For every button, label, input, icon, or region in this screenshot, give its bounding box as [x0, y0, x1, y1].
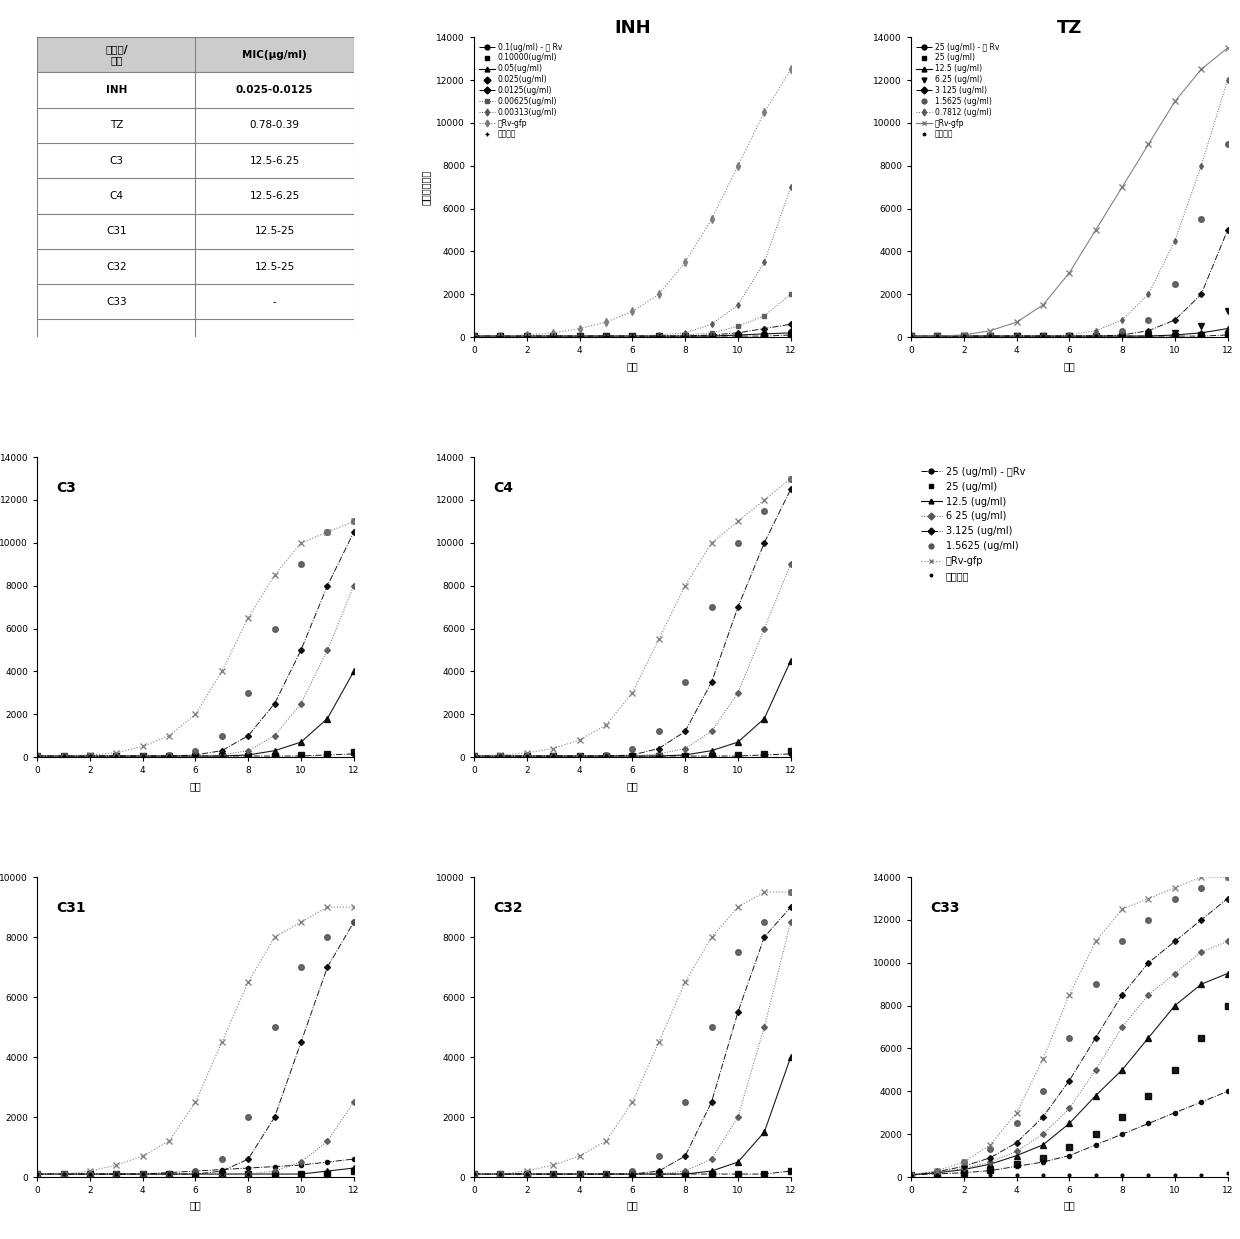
Text: 0.78-0.39: 0.78-0.39	[249, 120, 300, 130]
Y-axis label: 相对荧光单位: 相对荧光单位	[420, 170, 430, 204]
X-axis label: 天数: 天数	[190, 781, 201, 790]
Title: INH: INH	[614, 19, 651, 37]
X-axis label: 天数: 天数	[190, 1201, 201, 1211]
Text: 12.5-25: 12.5-25	[254, 261, 295, 271]
Text: TZ: TZ	[109, 120, 123, 130]
X-axis label: 天数: 天数	[626, 361, 639, 370]
Text: 12.5-25: 12.5-25	[254, 227, 295, 237]
Text: 化合物/
药物: 化合物/ 药物	[105, 45, 128, 66]
Text: 12.5-6.25: 12.5-6.25	[249, 191, 300, 201]
Text: -: -	[273, 297, 277, 307]
Text: C31: C31	[107, 227, 126, 237]
X-axis label: 天数: 天数	[1064, 361, 1075, 370]
X-axis label: 天数: 天数	[1064, 1201, 1075, 1211]
Text: C32: C32	[494, 901, 523, 916]
X-axis label: 天数: 天数	[626, 1201, 639, 1211]
Text: INH: INH	[105, 85, 126, 95]
Text: MIC(μg/ml): MIC(μg/ml)	[242, 50, 308, 59]
Text: 12.5-6.25: 12.5-6.25	[249, 156, 300, 166]
Legend: 25 (ug/ml) - 无 Rv, 25 (ug/ml), 12.5 (ug/ml), 6.25 (ug/ml), 3 125 (ug/ml), 1.5625: 25 (ug/ml) - 无 Rv, 25 (ug/ml), 12.5 (ug/…	[915, 41, 1001, 140]
Title: TZ: TZ	[1056, 19, 1083, 37]
X-axis label: 天数: 天数	[626, 781, 639, 790]
Text: C4: C4	[494, 481, 513, 496]
Text: C31: C31	[56, 901, 86, 916]
Legend: 25 (ug/ml) - 无Rv, 25 (ug/ml), 12.5 (ug/ml), 6 25 (ug/ml), 3.125 (ug/ml), 1.5625 : 25 (ug/ml) - 无Rv, 25 (ug/ml), 12.5 (ug/m…	[916, 462, 1030, 586]
Text: C32: C32	[107, 261, 126, 271]
Text: C33: C33	[107, 297, 126, 307]
Text: C3: C3	[56, 481, 76, 496]
Bar	[37, 37, 353, 72]
Text: C3: C3	[109, 156, 123, 166]
Legend: 0.1(ug/ml) - 无 Rv, 0.10000(ug/ml), 0.05(ug/ml), 0.025(ug/ml), 0.0125(ug/ml), 0.0: 0.1(ug/ml) - 无 Rv, 0.10000(ug/ml), 0.05(…	[477, 41, 564, 140]
Text: C4: C4	[109, 191, 123, 201]
Text: 0.025-0.0125: 0.025-0.0125	[236, 85, 314, 95]
Text: C33: C33	[930, 901, 960, 916]
